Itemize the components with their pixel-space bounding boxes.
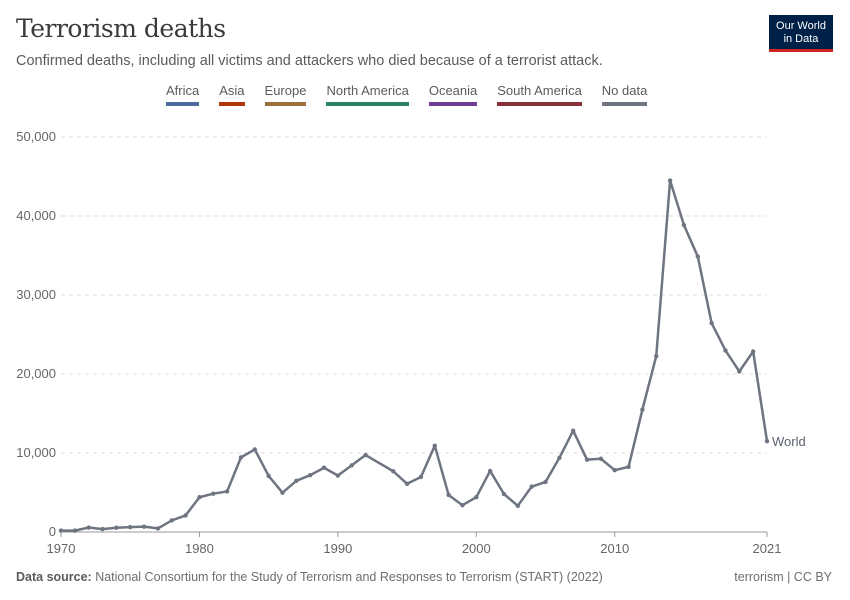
data-point bbox=[543, 479, 548, 485]
legend-label: Africa bbox=[166, 83, 200, 98]
data-point bbox=[252, 447, 258, 452]
data-point bbox=[695, 254, 700, 259]
data-point bbox=[72, 528, 78, 533]
data-point bbox=[169, 518, 174, 523]
logo-line-2: in Data bbox=[783, 33, 819, 45]
series-label-world: World bbox=[772, 434, 806, 449]
legend-item-south-america[interactable]: South America bbox=[497, 83, 582, 106]
chart-subtitle: Confirmed deaths, including all victims … bbox=[16, 53, 603, 69]
data-source: Data source: National Consortium for the… bbox=[16, 570, 603, 584]
legend-label: North America bbox=[326, 83, 409, 98]
data-point bbox=[238, 455, 244, 460]
data-point bbox=[584, 457, 590, 462]
legend-label: No data bbox=[601, 83, 648, 98]
data-point bbox=[709, 320, 714, 326]
data-point bbox=[529, 484, 534, 489]
data-point bbox=[681, 222, 687, 228]
data-point bbox=[487, 468, 493, 474]
y-tick-label: 20,000 bbox=[16, 366, 56, 381]
legend-item-no-data[interactable]: No data bbox=[601, 83, 648, 106]
x-tick-label: 2000 bbox=[462, 541, 491, 556]
data-point bbox=[750, 349, 756, 354]
y-tick-label: 10,000 bbox=[16, 445, 56, 460]
y-tick-label: 30,000 bbox=[16, 287, 56, 302]
legend: Africa Asia Europe North America Oceania… bbox=[166, 83, 648, 106]
legend-item-europe[interactable]: Europe bbox=[264, 83, 307, 106]
data-point bbox=[432, 443, 437, 448]
y-tick-label: 0 bbox=[49, 524, 56, 539]
license-link[interactable]: terrorism | CC BY bbox=[734, 570, 832, 584]
data-point bbox=[557, 455, 562, 461]
legend-swatch bbox=[326, 102, 409, 106]
data-point bbox=[128, 524, 133, 530]
data-point bbox=[183, 513, 188, 518]
data-point bbox=[224, 489, 230, 494]
legend-item-asia[interactable]: Asia bbox=[219, 83, 245, 106]
data-point bbox=[114, 525, 119, 530]
owid-logo[interactable]: Our World in Data bbox=[769, 15, 833, 52]
legend-item-africa[interactable]: Africa bbox=[166, 83, 200, 106]
data-point bbox=[86, 525, 91, 530]
data-point bbox=[737, 369, 742, 374]
data-point bbox=[391, 469, 396, 474]
data-point bbox=[515, 503, 521, 508]
data-point bbox=[418, 474, 424, 480]
data-point bbox=[501, 491, 507, 497]
data-point bbox=[654, 353, 659, 359]
x-tick-label: 1990 bbox=[323, 541, 352, 556]
legend-swatch bbox=[428, 102, 478, 106]
x-tick-label: 2010 bbox=[600, 541, 629, 556]
data-point bbox=[764, 438, 770, 444]
data-point bbox=[335, 473, 341, 478]
data-point bbox=[570, 428, 576, 433]
data-point bbox=[100, 526, 105, 532]
legend-label: Asia bbox=[219, 83, 245, 98]
legend-label: Europe bbox=[264, 83, 307, 98]
series-line-world bbox=[60, 179, 769, 532]
x-tick-label: 1980 bbox=[185, 541, 214, 556]
data-point bbox=[58, 528, 64, 533]
legend-item-oceania[interactable]: Oceania bbox=[428, 83, 478, 106]
legend-item-north-america[interactable]: North America bbox=[326, 83, 409, 106]
x-tick-label: 2021 bbox=[753, 541, 782, 556]
legend-swatch bbox=[264, 102, 307, 106]
x-tick-label: 1970 bbox=[47, 541, 76, 556]
data-point bbox=[197, 495, 202, 500]
data-point bbox=[211, 491, 216, 496]
data-point bbox=[460, 502, 465, 508]
y-tick-label: 40,000 bbox=[16, 208, 56, 223]
legend-swatch bbox=[219, 102, 245, 106]
data-point bbox=[404, 481, 410, 486]
data-point bbox=[349, 463, 354, 468]
data-point bbox=[612, 467, 617, 473]
data-point bbox=[266, 473, 271, 479]
legend-swatch bbox=[166, 102, 200, 106]
data-point bbox=[598, 456, 604, 461]
y-tick-label: 50,000 bbox=[16, 129, 56, 144]
data-point bbox=[723, 348, 728, 353]
logo-line-1: Our World bbox=[776, 20, 826, 32]
data-point bbox=[446, 492, 451, 498]
data-source-label: Data source: bbox=[16, 570, 92, 584]
data-point bbox=[141, 524, 147, 529]
legend-label: Oceania bbox=[428, 83, 478, 98]
data-point bbox=[640, 407, 645, 412]
data-point bbox=[626, 464, 631, 470]
legend-swatch bbox=[601, 102, 648, 106]
legend-label: South America bbox=[497, 83, 582, 98]
data-point bbox=[363, 452, 368, 458]
chart-title: Terrorism deaths bbox=[16, 14, 226, 43]
legend-swatch bbox=[497, 102, 582, 106]
data-source-text: National Consortium for the Study of Ter… bbox=[91, 570, 603, 584]
data-point bbox=[667, 178, 673, 183]
data-point bbox=[474, 495, 479, 500]
data-point bbox=[155, 526, 161, 531]
data-point bbox=[307, 473, 313, 478]
data-point bbox=[294, 478, 299, 483]
data-point bbox=[321, 465, 327, 470]
data-point bbox=[280, 490, 285, 495]
